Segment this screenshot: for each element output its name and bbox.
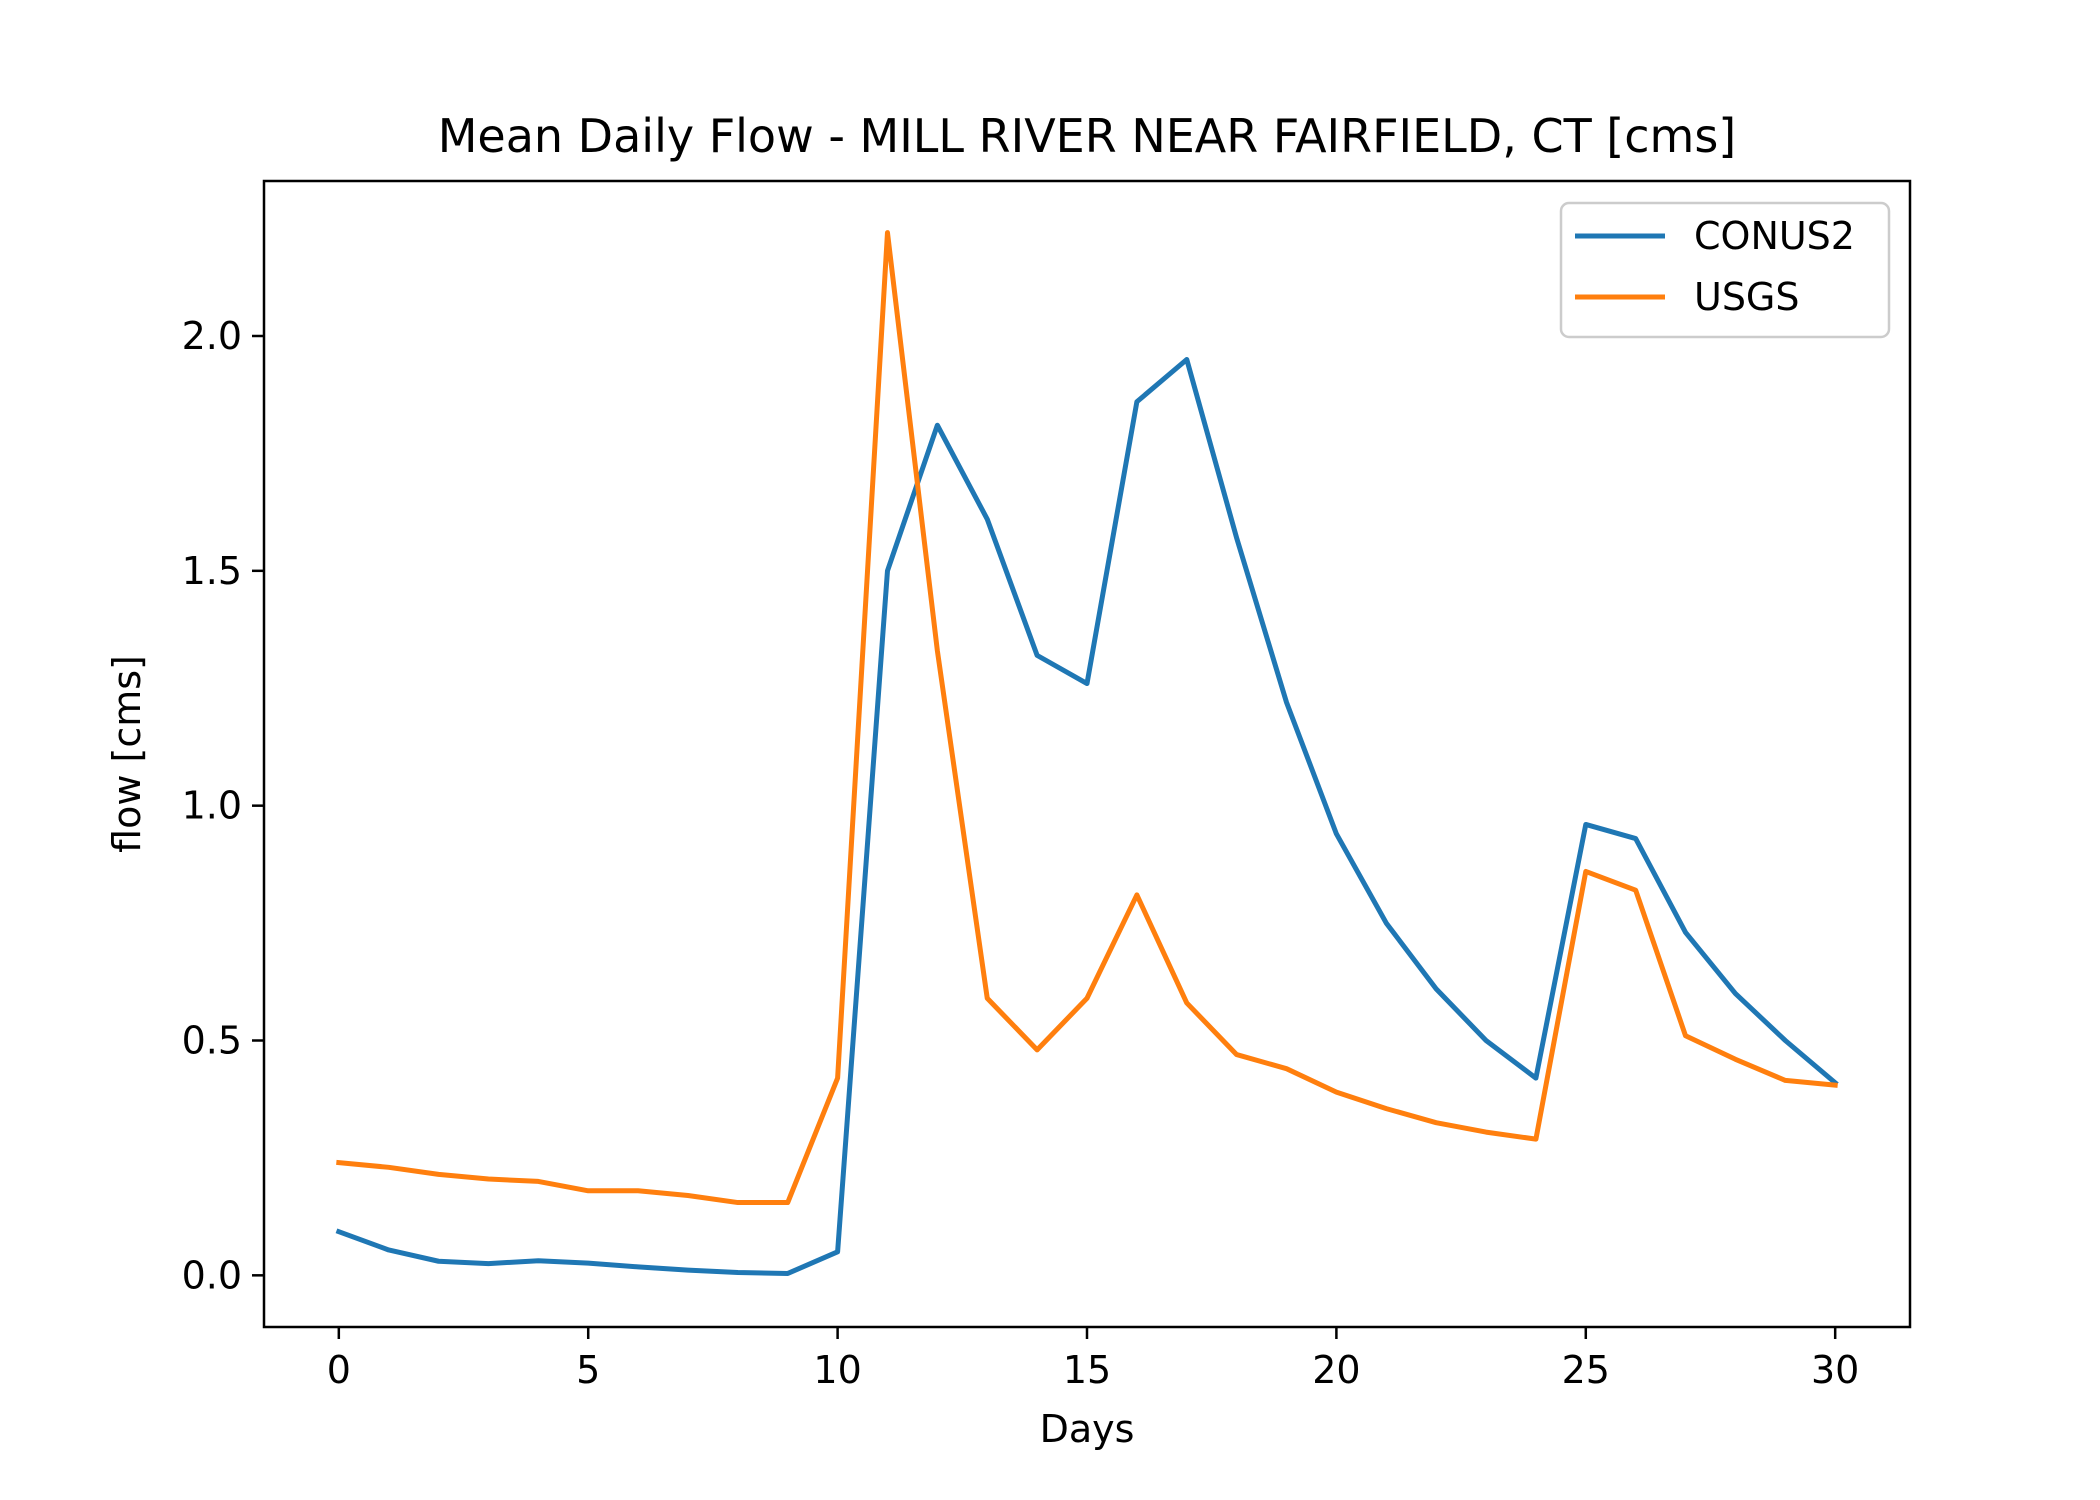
data-point-usgs: [1483, 1129, 1489, 1135]
data-point-usgs: [1433, 1120, 1439, 1126]
x-tick-label: 25: [1562, 1348, 1610, 1392]
data-point-conus2: [1782, 1038, 1788, 1044]
data-point-usgs: [1583, 868, 1589, 874]
y-tick-label: 1.5: [182, 549, 242, 593]
data-point-usgs: [1533, 1136, 1539, 1142]
data-point-usgs: [835, 1075, 841, 1081]
data-point-usgs: [1732, 1056, 1738, 1062]
y-tick-label: 2.0: [182, 314, 242, 358]
data-point-usgs: [386, 1164, 392, 1170]
data-point-usgs: [1284, 1066, 1290, 1072]
data-point-conus2: [984, 516, 990, 522]
data-point-conus2: [1533, 1075, 1539, 1081]
data-point-conus2: [1583, 821, 1589, 827]
legend-label-conus2: CONUS2: [1694, 214, 1855, 258]
data-point-usgs: [1134, 892, 1140, 898]
data-point-conus2: [884, 568, 890, 574]
data-point-usgs: [1683, 1033, 1689, 1039]
y-axis-label: flow [cms]: [105, 655, 149, 853]
data-point-usgs: [934, 648, 940, 654]
series-line-conus2: [335, 356, 1839, 1276]
data-point-conus2: [535, 1258, 541, 1264]
data-point-conus2: [1034, 652, 1040, 658]
data-point-conus2: [336, 1229, 342, 1235]
data-point-usgs: [735, 1200, 741, 1206]
series-layer: [335, 230, 1839, 1276]
data-point-conus2: [386, 1247, 392, 1253]
data-point-conus2: [785, 1270, 791, 1276]
data-point-usgs: [1184, 1000, 1190, 1006]
data-point-usgs: [884, 230, 890, 236]
data-point-usgs: [984, 995, 990, 1001]
data-point-usgs: [585, 1188, 591, 1194]
data-point-usgs: [1782, 1077, 1788, 1083]
data-point-conus2: [635, 1264, 641, 1270]
legend-label-usgs: USGS: [1694, 275, 1800, 319]
data-point-conus2: [1483, 1038, 1489, 1044]
chart-title: Mean Daily Flow - MILL RIVER NEAR FAIRFI…: [438, 109, 1737, 163]
data-point-conus2: [1284, 699, 1290, 705]
x-tick-label: 20: [1312, 1348, 1360, 1392]
series-line-usgs: [336, 230, 1838, 1206]
data-point-conus2: [1683, 929, 1689, 935]
data-point-conus2: [1383, 920, 1389, 926]
data-point-usgs: [785, 1200, 791, 1206]
x-axis: 0 5 10 15 20 25 30: [327, 1327, 1859, 1392]
data-point-conus2: [1633, 836, 1639, 842]
data-point-usgs: [485, 1176, 491, 1182]
x-tick-label: 10: [813, 1348, 861, 1392]
data-point-conus2: [1134, 399, 1140, 405]
data-point-usgs: [1832, 1082, 1838, 1088]
data-point-conus2: [1333, 831, 1339, 837]
data-point-usgs: [1383, 1106, 1389, 1112]
data-point-conus2: [1084, 681, 1090, 687]
data-point-conus2: [1184, 356, 1190, 362]
data-point-usgs: [436, 1171, 442, 1177]
x-tick-label: 15: [1063, 1348, 1111, 1392]
x-tick-label: 5: [576, 1348, 600, 1392]
y-axis: 0.0 0.5 1.0 1.5 2.0: [182, 314, 264, 1297]
data-point-conus2: [1732, 991, 1738, 997]
data-point-usgs: [1034, 1047, 1040, 1053]
data-point-usgs: [1234, 1052, 1240, 1058]
data-point-usgs: [685, 1192, 691, 1198]
data-point-usgs: [1633, 887, 1639, 893]
data-point-conus2: [934, 422, 940, 428]
y-tick-label: 0.0: [182, 1253, 242, 1297]
y-tick-label: 0.5: [182, 1019, 242, 1063]
data-point-usgs: [336, 1160, 342, 1166]
y-tick-label: 1.0: [182, 784, 242, 828]
data-point-conus2: [436, 1258, 442, 1264]
data-point-usgs: [1084, 995, 1090, 1001]
legend: CONUS2 USGS: [1559, 201, 1891, 339]
data-point-conus2: [1433, 986, 1439, 992]
data-point-usgs: [1333, 1089, 1339, 1095]
x-tick-label: 0: [327, 1348, 351, 1392]
data-point-usgs: [635, 1188, 641, 1194]
data-point-usgs: [535, 1178, 541, 1184]
data-point-conus2: [685, 1267, 691, 1273]
data-point-conus2: [835, 1249, 841, 1255]
data-point-conus2: [485, 1261, 491, 1267]
data-point-conus2: [1234, 535, 1240, 541]
data-point-conus2: [585, 1260, 591, 1266]
x-tick-label: 30: [1811, 1348, 1859, 1392]
x-axis-label: Days: [1040, 1407, 1135, 1451]
data-point-conus2: [735, 1270, 741, 1276]
